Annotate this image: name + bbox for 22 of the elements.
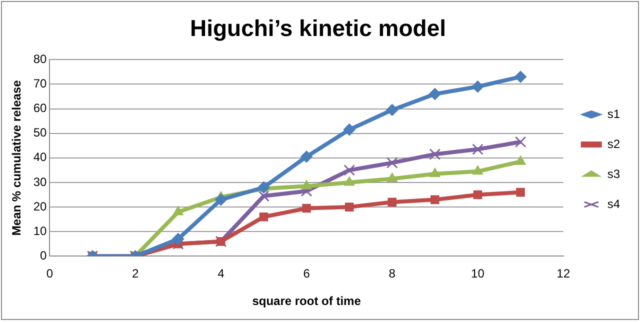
y-tick-label: 60 bbox=[33, 101, 48, 116]
chart-title: Higuchi’s kinetic model bbox=[190, 15, 446, 42]
x-tick-label: 8 bbox=[388, 266, 396, 281]
x-tick-label: 12 bbox=[556, 266, 570, 281]
legend-label: s3 bbox=[607, 166, 620, 181]
y-tick-label: 30 bbox=[33, 174, 48, 189]
x-tick-label: 2 bbox=[132, 266, 139, 281]
y-tick-label: 80 bbox=[33, 52, 48, 66]
legend-label: s2 bbox=[607, 136, 620, 151]
x-tick-label: 10 bbox=[471, 266, 485, 281]
x-axis-title: square root of time bbox=[252, 294, 362, 308]
y-tick-label: 0 bbox=[40, 248, 48, 263]
y-tick-label: 50 bbox=[33, 126, 48, 140]
y-axis-title: Mean % cumulative release bbox=[10, 80, 24, 236]
legend-label: s4 bbox=[607, 196, 620, 211]
y-tick-label: 10 bbox=[33, 224, 48, 238]
x-tick-label: 4 bbox=[218, 266, 225, 281]
y-tick-label: 40 bbox=[33, 150, 48, 164]
y-tick-label: 70 bbox=[33, 76, 48, 90]
y-tick-label: 20 bbox=[33, 199, 48, 214]
legend-label: s1 bbox=[607, 106, 620, 121]
x-tick-label: 6 bbox=[303, 266, 310, 281]
